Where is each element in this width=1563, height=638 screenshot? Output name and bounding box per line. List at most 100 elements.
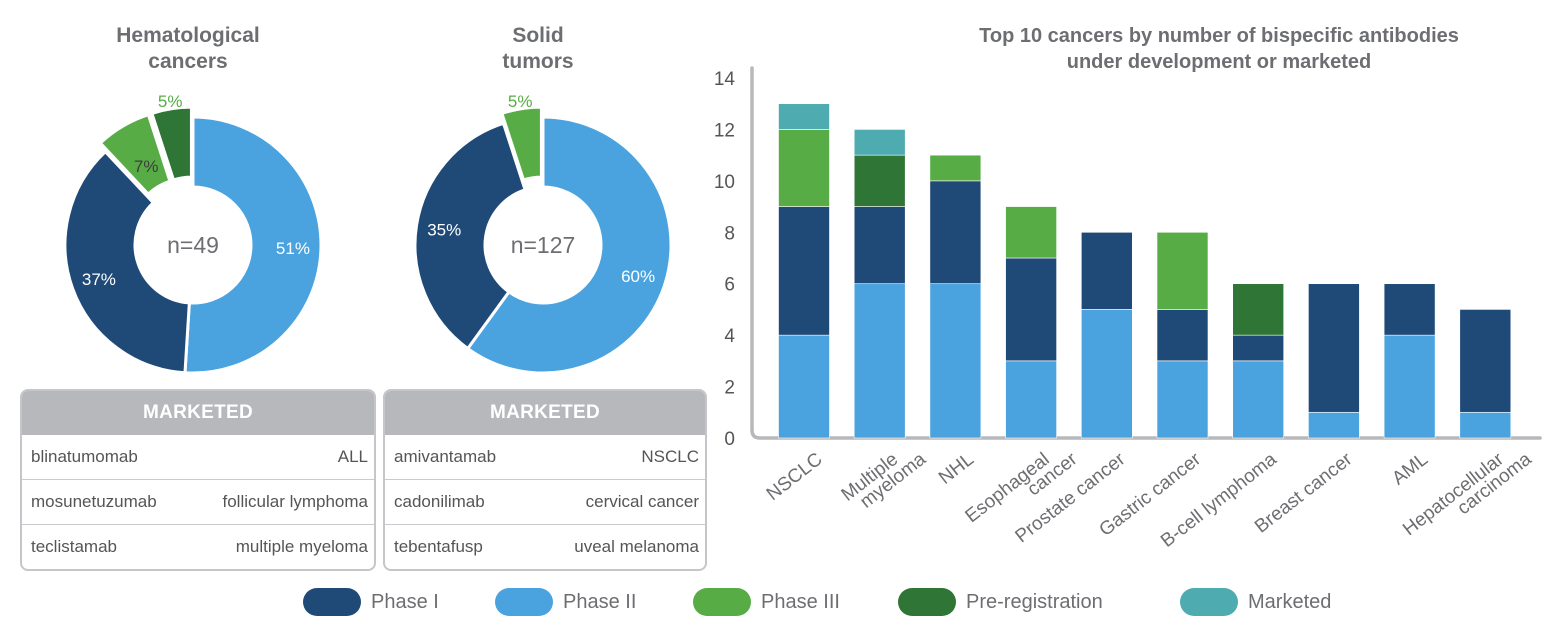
bar-segment-phase1	[1080, 231, 1133, 310]
bar-segment-phase2	[1308, 411, 1360, 439]
y-tick-label: 8	[724, 223, 735, 244]
legend-item-marketed: Marketed	[1180, 588, 1331, 616]
donut-slice-phase1	[63, 150, 191, 375]
donut-center-label: n=49	[167, 232, 219, 258]
svg-text:AML: AML	[1388, 449, 1432, 490]
legend-label: Phase III	[761, 590, 840, 613]
donut-slice-label: 35%	[427, 220, 461, 239]
bar-segment-phase2	[853, 283, 906, 439]
bar-segment-phase2	[1383, 334, 1436, 439]
svg-text:NHL: NHL	[935, 449, 978, 489]
bar-segment-phase1	[1232, 334, 1285, 362]
drug-indication: follicular lymphoma	[222, 492, 369, 511]
bar-segment-phase3	[1156, 231, 1209, 310]
table-row: blinatumomab ALL	[22, 435, 374, 479]
marketed-table-hematological: MARKETED blinatumomab ALL mosunetuzumab …	[20, 389, 376, 571]
donut-slice-phase2	[466, 115, 673, 375]
chart-title: under development or marketed	[1067, 51, 1372, 73]
bar-segment-marketed	[778, 103, 830, 130]
donut-slice-label: 5%	[158, 92, 183, 111]
drug-indication: multiple myeloma	[235, 537, 368, 556]
marketed-table-header: MARKETED	[22, 391, 374, 435]
donut-chart-solid: 60% 35% 5% n=127	[413, 92, 673, 375]
legend-swatch	[495, 588, 553, 616]
y-tick-label: 12	[714, 120, 735, 141]
x-category-label: NSCLC	[763, 449, 827, 505]
bar-segment-phase2	[929, 283, 982, 439]
donut-slice-prereg	[150, 105, 193, 182]
bar-segment-phase3	[929, 154, 982, 182]
bar-segment-phase2	[1459, 411, 1512, 439]
legend-swatch	[1180, 588, 1238, 616]
legend-label: Marketed	[1248, 590, 1332, 613]
legend-item-phase2: Phase II	[495, 588, 636, 616]
legend-label: Phase II	[563, 590, 637, 613]
legend-label: Pre-registration	[966, 590, 1103, 613]
y-tick-label: 4	[724, 326, 735, 347]
bar-segment-phase2	[1156, 360, 1209, 439]
legend: Phase I Phase II Phase III Pre-registrat…	[0, 588, 1563, 622]
stacked-bar-chart: Top 10 cancers by number of bispecific a…	[714, 25, 1542, 552]
bar-segment-phase3	[1005, 206, 1057, 259]
marketed-table-header: MARKETED	[385, 391, 705, 435]
legend-item-phase3: Phase III	[693, 588, 840, 616]
table-row: tebentafusp uveal melanoma	[385, 524, 705, 569]
table-row: mosunetuzumab follicular lymphoma	[22, 479, 374, 524]
drug-name: teclistamab	[31, 537, 117, 556]
chart-title: Top 10 cancers by number of bispecific a…	[979, 25, 1459, 47]
svg-text:NSCLC: NSCLC	[763, 449, 827, 505]
donut-slice-phase3	[500, 105, 543, 182]
legend-swatch	[898, 588, 956, 616]
bar-segment-phase1	[1005, 257, 1057, 362]
bar-segment-phase1	[1308, 283, 1360, 413]
bar-segment-phase1	[1459, 309, 1512, 413]
drug-indication: NSCLC	[641, 447, 699, 466]
bar-segment-phase1	[853, 206, 906, 285]
y-tick-label: 14	[714, 69, 736, 90]
donut-title-solid: Solid tumors	[502, 24, 574, 73]
donut-chart-hematological: 51% 37% 7% 5% n=49	[63, 92, 323, 375]
legend-swatch	[693, 588, 751, 616]
donut-slice-label: 37%	[82, 270, 116, 289]
drug-name: cadonilimab	[394, 492, 485, 511]
legend-item-phase1: Phase I	[303, 588, 439, 616]
y-tick-label: 2	[724, 378, 735, 399]
donut-slice-label: 7%	[134, 157, 159, 176]
donut-slice-phase2	[183, 115, 323, 375]
legend-label: Phase I	[371, 590, 439, 613]
bar-segment-phase1	[1156, 309, 1209, 362]
x-category-label: AML	[1388, 449, 1432, 490]
donut-slice-phase3	[98, 113, 172, 196]
drug-name: amivantamab	[394, 447, 497, 466]
table-row: teclistamab multiple myeloma	[22, 524, 374, 569]
donut-center-label: n=127	[511, 232, 576, 258]
drug-name: blinatumomab	[31, 447, 138, 466]
y-tick-label: 6	[724, 275, 735, 296]
y-tick-label: 10	[714, 172, 735, 193]
legend-swatch	[303, 588, 361, 616]
donut-slice-label: 60%	[621, 267, 655, 286]
drug-indication: cervical cancer	[585, 492, 699, 511]
legend-item-prereg: Pre-registration	[898, 588, 1103, 616]
marketed-table-solid: MARKETED amivantamab NSCLC cadonilimab c…	[383, 389, 707, 571]
bar-segment-phase1	[1383, 283, 1436, 336]
bar-segment-phase2	[1232, 360, 1285, 439]
table-row: amivantamab NSCLC	[385, 435, 705, 479]
bar-segment-phase2	[1005, 360, 1057, 439]
drug-name: mosunetuzumab	[31, 492, 157, 511]
table-row: cadonilimab cervical cancer	[385, 479, 705, 524]
donut-slice-phase1	[413, 121, 527, 351]
bar-segment-phase2	[778, 334, 830, 439]
x-category-label: NHL	[935, 449, 978, 489]
y-tick-label: 0	[724, 429, 735, 450]
bar-segment-phase1	[778, 206, 830, 336]
donut-slice-label: 5%	[508, 92, 533, 111]
bar-segment-marketed	[853, 129, 906, 156]
bar-segment-prereg	[853, 154, 906, 207]
donut-title-hematological: Hematological cancers	[116, 24, 260, 73]
bar-segment-prereg	[1232, 283, 1285, 336]
chart-axis	[750, 66, 1542, 440]
bar-segment-phase2	[1080, 309, 1133, 439]
bar-segment-phase3	[778, 129, 830, 207]
